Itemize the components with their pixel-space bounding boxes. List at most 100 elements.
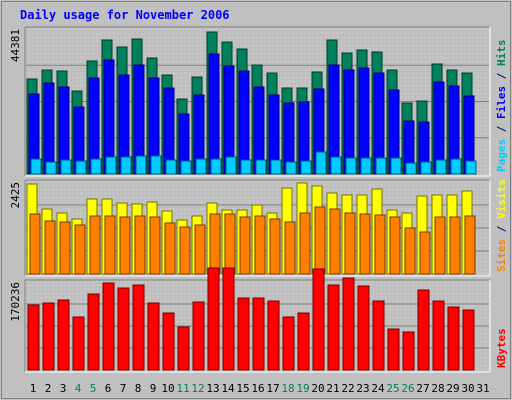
- bar-sites-day-10: [164, 222, 176, 275]
- x-tick-label: 3: [60, 382, 67, 395]
- bar-kbytes-day-23: [357, 285, 370, 371]
- chart-title: Daily usage for November 2006: [20, 8, 230, 22]
- bar-sites-day-25: [389, 216, 401, 275]
- bar-pages-day-4: [75, 160, 87, 175]
- bar-sites-day-13: [209, 213, 221, 275]
- x-tick-label: 28: [431, 382, 444, 395]
- bar-sites-day-8: [134, 215, 146, 275]
- side-label-hits-files-pages: Pages / Files / Hits: [495, 40, 508, 173]
- bar-pages-day-11: [180, 160, 192, 175]
- bar-pages-day-7: [120, 156, 132, 175]
- bar-pages-day-16: [255, 159, 267, 175]
- bar-sites-day-17: [269, 218, 281, 275]
- x-tick-label: 2: [45, 382, 52, 395]
- bar-kbytes-day-11: [177, 326, 190, 371]
- bar-sites-day-6: [104, 215, 116, 275]
- bar-pages-day-22: [345, 157, 357, 175]
- bar-sites-day-14: [224, 213, 236, 275]
- x-tick-label: 19: [296, 382, 309, 395]
- side-label-part: Files: [495, 86, 508, 119]
- bar-sites-day-27: [419, 231, 431, 275]
- bar-kbytes-day-5: [87, 293, 100, 371]
- bar-sites-day-22: [344, 212, 356, 275]
- side-label-part: Visits: [495, 179, 508, 219]
- side-label-part: Sites: [495, 239, 508, 272]
- side-label-part: Pages: [495, 139, 508, 172]
- bar-pages-day-14: [225, 156, 237, 175]
- bar-sites-day-28: [434, 216, 446, 275]
- bar-sites-day-3: [59, 221, 71, 275]
- bar-pages-day-9: [150, 155, 162, 175]
- bar-pages-day-8: [135, 155, 147, 175]
- bar-pages-day-2: [45, 161, 57, 175]
- bar-sites-day-20: [314, 206, 326, 275]
- bar-kbytes-day-13: [207, 267, 220, 371]
- bar-files-day-2: [43, 82, 55, 175]
- x-tick-label: 14: [221, 382, 235, 395]
- bar-pages-day-6: [105, 156, 117, 175]
- x-tick-label: 6: [105, 382, 112, 395]
- bar-kbytes-day-15: [237, 297, 250, 371]
- max-label-hits-files-pages: 44381: [9, 29, 22, 62]
- bar-sites-day-29: [449, 216, 461, 275]
- bar-sites-day-30: [464, 215, 476, 275]
- bar-sites-day-18: [284, 221, 296, 275]
- bar-pages-day-27: [420, 161, 432, 175]
- side-label-part: /: [495, 66, 508, 86]
- bar-pages-day-30: [465, 160, 477, 175]
- bar-pages-day-26: [405, 162, 417, 175]
- max-label-kbytes: 170236: [9, 282, 22, 322]
- bar-pages-day-21: [330, 156, 342, 175]
- bar-pages-day-25: [390, 157, 402, 175]
- bar-kbytes-day-21: [327, 284, 340, 371]
- x-tick-label: 12: [191, 382, 204, 395]
- x-tick-label: 5: [90, 382, 97, 395]
- x-tick-label: 8: [135, 382, 142, 395]
- bar-kbytes-day-4: [72, 316, 85, 371]
- x-tick-label: 25: [386, 382, 399, 395]
- bar-pages-day-23: [360, 157, 372, 175]
- bar-sites-day-5: [89, 215, 101, 275]
- bar-kbytes-day-14: [222, 267, 235, 371]
- side-label-part: Hits: [495, 40, 508, 67]
- bar-pages-day-13: [210, 158, 222, 175]
- bar-kbytes-day-22: [342, 277, 355, 371]
- x-tick-label: 26: [401, 382, 414, 395]
- bar-files-day-15: [238, 70, 250, 175]
- bar-sites-day-19: [299, 212, 311, 275]
- bar-kbytes-day-10: [162, 312, 175, 371]
- bar-kbytes-day-8: [132, 284, 145, 371]
- bar-sites-day-11: [179, 226, 191, 275]
- bar-kbytes-day-18: [282, 316, 295, 371]
- x-tick-label: 9: [150, 382, 157, 395]
- bar-sites-day-23: [359, 213, 371, 275]
- side-label-part: KBytes: [495, 328, 508, 368]
- bar-pages-day-3: [60, 159, 72, 175]
- bar-pages-day-18: [285, 161, 297, 175]
- bar-pages-day-24: [375, 157, 387, 175]
- bar-kbytes-day-3: [57, 299, 70, 371]
- bar-sites-day-24: [374, 214, 386, 275]
- x-tick-label: 1: [30, 382, 37, 395]
- x-tick-label: 10: [161, 382, 174, 395]
- x-tick-label: 17: [266, 382, 279, 395]
- x-tick-label: 23: [356, 382, 369, 395]
- bar-pages-day-12: [195, 158, 207, 175]
- x-tick-label: 27: [416, 382, 429, 395]
- x-tick-label: 29: [446, 382, 459, 395]
- bar-kbytes-day-27: [417, 289, 430, 371]
- x-tick-label: 20: [311, 382, 324, 395]
- bar-sites-day-4: [74, 224, 86, 275]
- bar-kbytes-day-24: [372, 300, 385, 371]
- bar-pages-day-5: [90, 158, 102, 175]
- side-label-part: /: [495, 119, 508, 139]
- bar-kbytes-day-17: [267, 300, 280, 371]
- bar-kbytes-day-12: [192, 301, 205, 371]
- bar-kbytes-day-28: [432, 300, 445, 371]
- bar-sites-day-9: [149, 216, 161, 275]
- bar-sites-day-26: [404, 227, 416, 275]
- bar-pages-day-15: [240, 159, 252, 175]
- bar-sites-day-2: [44, 220, 56, 275]
